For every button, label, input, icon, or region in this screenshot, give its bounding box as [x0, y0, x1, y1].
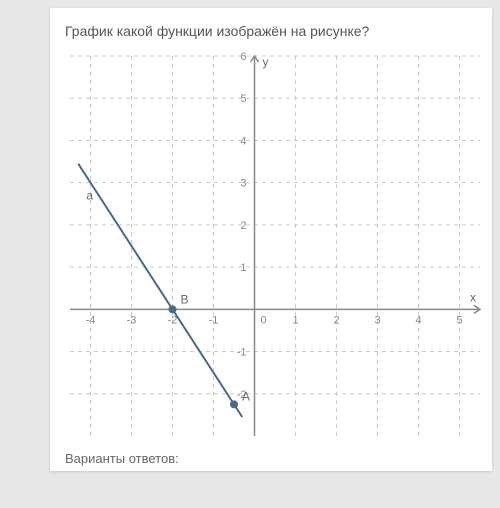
svg-text:2: 2: [333, 314, 339, 326]
chart-svg: -4-3-2-112345-2-11234560xyaBA: [65, 51, 485, 441]
svg-text:1: 1: [240, 262, 246, 274]
svg-text:B: B: [181, 292, 189, 306]
svg-text:y: y: [263, 55, 269, 69]
svg-text:5: 5: [240, 93, 246, 105]
svg-text:-3: -3: [127, 314, 137, 326]
svg-text:3: 3: [240, 178, 246, 190]
svg-text:-1: -1: [237, 347, 247, 359]
svg-text:4: 4: [240, 135, 246, 147]
svg-text:6: 6: [240, 51, 246, 63]
question-text: График какой функции изображён на рисунк…: [65, 23, 477, 39]
answers-heading: Варианты ответов:: [65, 451, 477, 466]
svg-text:2: 2: [240, 220, 246, 232]
coordinate-chart: -4-3-2-112345-2-11234560xyaBA: [65, 51, 485, 441]
svg-text:x: x: [470, 290, 476, 304]
svg-text:-1: -1: [209, 314, 219, 326]
svg-text:-4: -4: [86, 314, 96, 326]
svg-text:1: 1: [292, 314, 298, 326]
svg-text:5: 5: [456, 314, 462, 326]
svg-text:3: 3: [374, 314, 380, 326]
svg-text:a: a: [86, 189, 93, 203]
svg-text:A: A: [242, 389, 250, 403]
svg-text:0: 0: [261, 314, 267, 326]
svg-text:4: 4: [415, 314, 421, 326]
worksheet-page: График какой функции изображён на рисунк…: [50, 8, 492, 471]
